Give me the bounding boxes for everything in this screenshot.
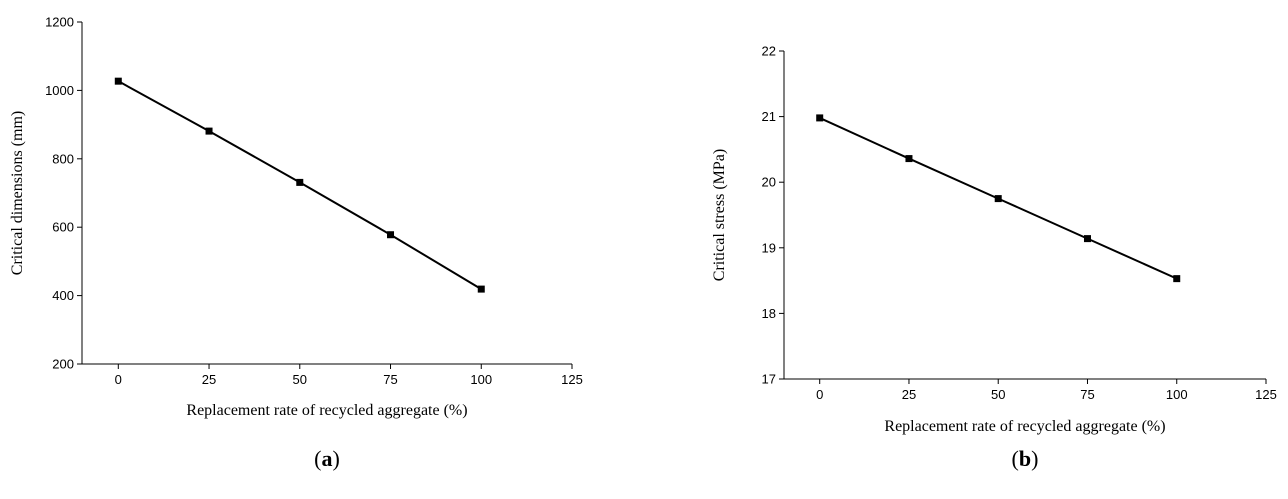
data-point bbox=[478, 286, 485, 293]
data-point bbox=[115, 78, 122, 85]
y-tick-label: 400 bbox=[52, 288, 74, 303]
x-tick-label: 0 bbox=[816, 387, 823, 402]
data-point bbox=[206, 128, 213, 135]
x-tick-label: 125 bbox=[561, 372, 583, 387]
y-tick-label: 1200 bbox=[45, 15, 74, 30]
data-point bbox=[1084, 235, 1091, 242]
data-point bbox=[816, 114, 823, 121]
y-axis-title: Critical stress (MPa) bbox=[711, 149, 728, 281]
x-tick-label: 50 bbox=[293, 372, 307, 387]
x-tick-label: 75 bbox=[1080, 387, 1094, 402]
x-tick-label: 125 bbox=[1255, 387, 1277, 402]
y-tick-label: 600 bbox=[52, 220, 74, 235]
y-tick-label: 19 bbox=[762, 240, 776, 255]
data-point bbox=[296, 179, 303, 186]
x-tick-label: 25 bbox=[202, 372, 216, 387]
y-tick-label: 17 bbox=[762, 372, 776, 387]
y-tick-label: 800 bbox=[52, 151, 74, 166]
x-tick-label: 0 bbox=[115, 372, 122, 387]
chart-b: 0 25 50 75 100 125 17 18 19 20 21 22 Replacement rat… bbox=[711, 44, 1277, 472]
x-tick-label: 25 bbox=[902, 387, 916, 402]
y-axis-title: Critical dimensions (mm) bbox=[9, 111, 26, 275]
y-tick-label: 200 bbox=[52, 357, 74, 372]
x-axis-title: Replacement rate of recycled aggregate (… bbox=[884, 418, 1165, 435]
panel-label: (a) bbox=[314, 446, 340, 471]
x-tick-label: 50 bbox=[991, 387, 1005, 402]
data-point bbox=[995, 195, 1002, 202]
y-tick-label: 1000 bbox=[45, 83, 74, 98]
y-tick-label: 20 bbox=[762, 175, 776, 190]
data-point bbox=[905, 155, 912, 162]
data-point bbox=[1173, 275, 1180, 282]
panel-label: (b) bbox=[1012, 446, 1039, 471]
y-tick-label: 18 bbox=[762, 306, 776, 321]
x-axis-title: Replacement rate of recycled aggregate (… bbox=[186, 402, 467, 419]
chart-a: 0 25 50 75 100 125 200 400 600 800 1000 1200 Replace… bbox=[9, 15, 583, 472]
y-tick-label: 21 bbox=[762, 109, 776, 124]
y-tick-label: 22 bbox=[762, 44, 776, 59]
data-point bbox=[387, 231, 394, 238]
x-tick-label: 100 bbox=[470, 372, 492, 387]
x-tick-label: 75 bbox=[383, 372, 397, 387]
x-tick-label: 100 bbox=[1166, 387, 1188, 402]
